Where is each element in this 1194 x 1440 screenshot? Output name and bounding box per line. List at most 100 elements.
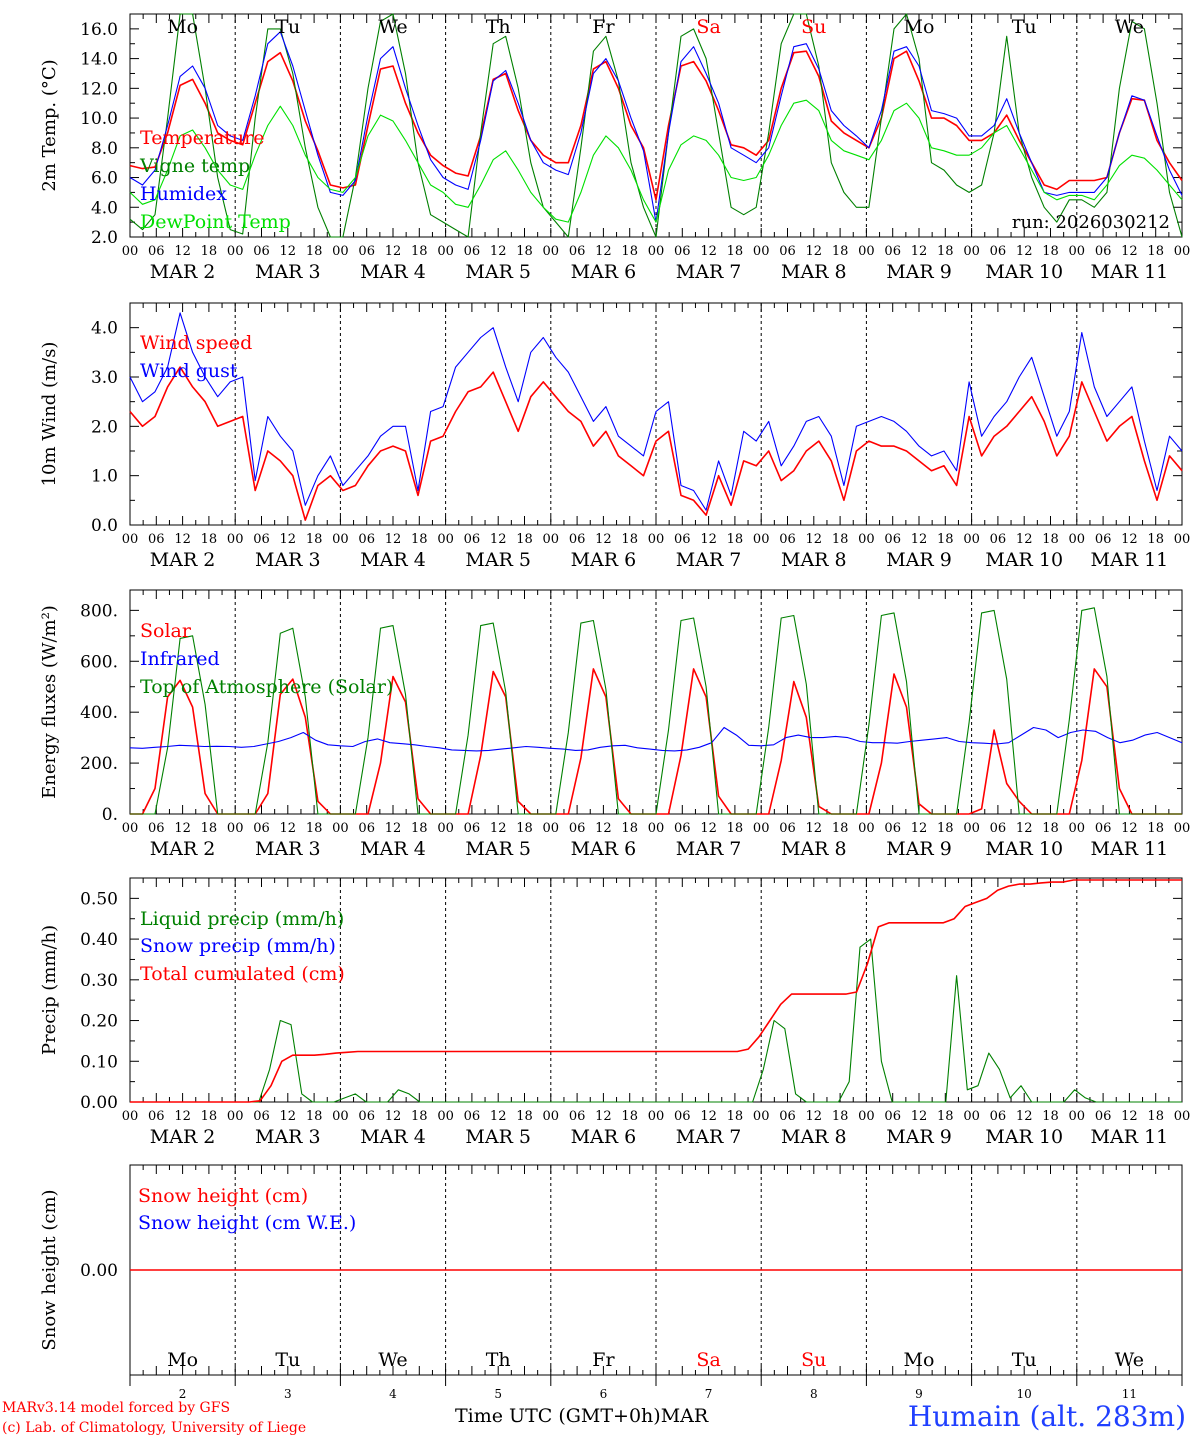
- hour-tick-label: 18: [727, 821, 744, 836]
- x-axis-month: MAR: [660, 1405, 709, 1427]
- hour-tick-label: 00: [858, 532, 875, 547]
- hour-tick-label: 12: [280, 821, 297, 836]
- date-label: MAR 11: [1091, 549, 1169, 571]
- hour-tick-label: 12: [174, 821, 191, 836]
- hour-tick-label: 18: [411, 821, 428, 836]
- legend-entry: Total cumulated (cm): [140, 963, 345, 985]
- hour-tick-label: 06: [884, 1109, 901, 1124]
- hour-tick-label: 18: [306, 244, 323, 259]
- hour-tick-label: 00: [122, 821, 139, 836]
- hour-tick-label: 06: [569, 532, 586, 547]
- hour-tick-label: 18: [621, 244, 638, 259]
- legend-entry: Vigne temp: [139, 155, 250, 177]
- hour-tick-label: 06: [779, 821, 796, 836]
- date-label: MAR 10: [985, 1126, 1063, 1148]
- hour-tick-label: 12: [700, 532, 717, 547]
- hour-tick-label: 18: [1147, 244, 1164, 259]
- hour-tick-label: 06: [884, 532, 901, 547]
- hour-tick-label: 00: [1174, 244, 1191, 259]
- weekday-label-top: We: [378, 16, 407, 38]
- y-tick-label: 600.: [80, 652, 118, 672]
- legend-entry: Snow height (cm W.E.): [138, 1212, 356, 1234]
- weekday-label-top: Tu: [1012, 16, 1037, 38]
- hour-tick-label: 18: [516, 532, 533, 547]
- hour-tick-label: 00: [1069, 532, 1086, 547]
- hour-tick-label: 06: [674, 821, 691, 836]
- y-tick-label: 14.0: [80, 50, 118, 70]
- y-tick-label: 200.: [80, 754, 118, 774]
- hour-tick-label: 12: [700, 1109, 717, 1124]
- y-tick-label: 0.00: [80, 1261, 118, 1281]
- hour-tick-label: 12: [174, 532, 191, 547]
- hour-tick-label: 18: [1147, 532, 1164, 547]
- hour-tick-label: 00: [332, 532, 349, 547]
- hour-tick-label: 06: [148, 244, 165, 259]
- hour-tick-label: 00: [753, 1109, 770, 1124]
- hour-tick-label: 18: [832, 244, 849, 259]
- hour-tick-label: 12: [280, 244, 297, 259]
- hour-tick-label: 12: [595, 1109, 612, 1124]
- date-label: MAR 7: [676, 1126, 742, 1148]
- panel-1: 2.0 4.0 6.0 8.0 10.0 12.0 14.0 16.0 2m Temp. (°C…: [39, 13, 1191, 283]
- hour-tick-label: 06: [358, 532, 375, 547]
- series-humidex: [129, 31, 1183, 223]
- series-total-cumulated-cm-: [130, 879, 1182, 1103]
- weekday-label-bottom: Mo: [904, 1349, 935, 1371]
- legend-entry: Liquid precip (mm/h): [140, 908, 344, 930]
- hour-tick-label: 00: [122, 532, 139, 547]
- hour-tick-label: 00: [858, 821, 875, 836]
- date-label: MAR 2: [150, 549, 216, 571]
- legend-entry: Solar: [140, 620, 192, 642]
- hour-tick-label: 06: [464, 532, 481, 547]
- day-number-label: 2: [179, 1387, 187, 1401]
- hour-tick-label: 12: [1016, 821, 1033, 836]
- date-label: MAR 4: [360, 261, 426, 283]
- hour-tick-label: 18: [1042, 1109, 1059, 1124]
- weekday-label-top: We: [1115, 16, 1144, 38]
- date-label: MAR 3: [255, 549, 321, 571]
- hour-tick-label: 12: [1121, 821, 1138, 836]
- weekday-label-bottom: We: [378, 1349, 407, 1371]
- hour-tick-label: 18: [201, 244, 218, 259]
- y-tick-label: 800.: [80, 601, 118, 621]
- hour-tick-label: 00: [332, 821, 349, 836]
- hour-tick-label: 06: [464, 821, 481, 836]
- hour-tick-label: 00: [963, 1109, 980, 1124]
- hour-tick-label: 12: [700, 821, 717, 836]
- hour-tick-label: 12: [806, 1109, 823, 1124]
- hour-tick-label: 06: [990, 244, 1007, 259]
- date-label: MAR 8: [781, 549, 847, 571]
- date-label: MAR 2: [150, 1126, 216, 1148]
- hour-tick-label: 06: [884, 244, 901, 259]
- hour-tick-label: 00: [437, 532, 454, 547]
- day-number-label: 10: [1017, 1387, 1032, 1401]
- date-label: MAR 7: [676, 838, 742, 860]
- date-label: MAR 4: [360, 549, 426, 571]
- date-label: MAR 8: [781, 838, 847, 860]
- y-tick-label: 400.: [80, 703, 118, 723]
- hour-tick-label: 00: [437, 1109, 454, 1124]
- hour-tick-label: 12: [595, 532, 612, 547]
- day-number-label: 3: [284, 1387, 292, 1401]
- hour-tick-label: 18: [411, 244, 428, 259]
- hour-tick-label: 18: [516, 244, 533, 259]
- hour-tick-label: 18: [937, 244, 954, 259]
- hour-tick-label: 06: [148, 532, 165, 547]
- date-label: MAR 4: [360, 1126, 426, 1148]
- hour-tick-label: 12: [595, 821, 612, 836]
- hour-tick-label: 18: [306, 821, 323, 836]
- hour-tick-label: 00: [543, 821, 560, 836]
- hour-tick-label: 12: [490, 1109, 507, 1124]
- date-label: MAR 10: [985, 549, 1063, 571]
- hour-tick-label: 00: [543, 1109, 560, 1124]
- hour-tick-label: 00: [437, 244, 454, 259]
- hour-tick-label: 18: [201, 532, 218, 547]
- hour-tick-label: 18: [516, 821, 533, 836]
- weekday-label-bottom: Tu: [275, 1349, 300, 1371]
- hour-tick-label: 00: [1174, 1109, 1191, 1124]
- hour-tick-label: 12: [385, 821, 402, 836]
- hour-tick-label: 12: [1121, 244, 1138, 259]
- hour-tick-label: 00: [648, 1109, 665, 1124]
- hour-tick-label: 18: [832, 532, 849, 547]
